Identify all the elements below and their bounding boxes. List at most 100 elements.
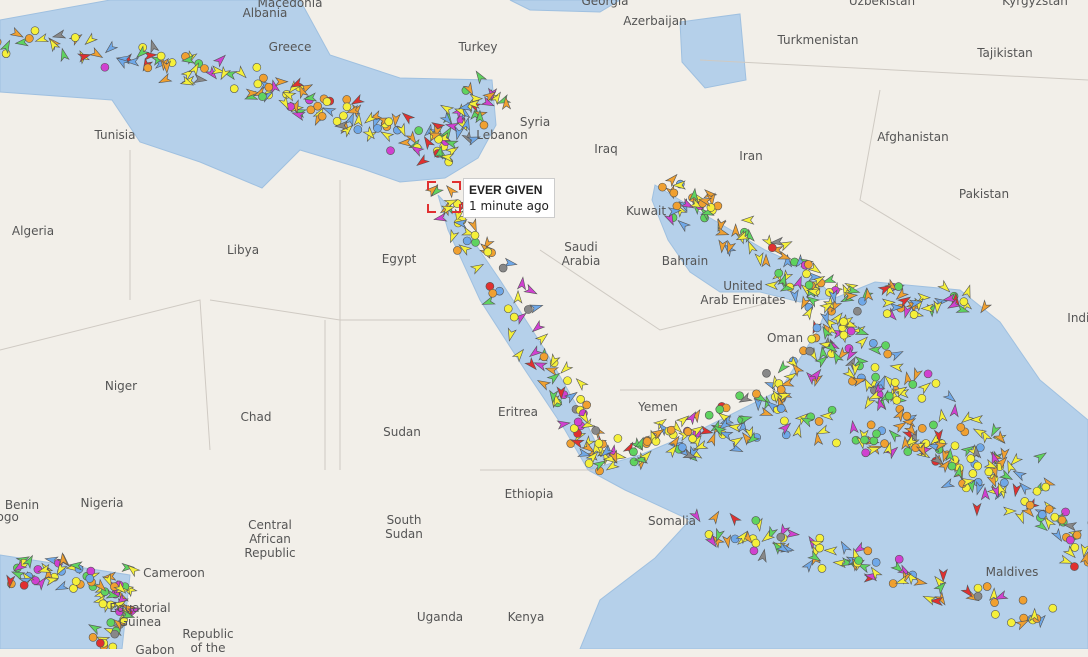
- ship-underway-icon[interactable]: [468, 219, 480, 233]
- ship-stationary-icon[interactable]: [752, 516, 760, 524]
- ship-stationary-icon[interactable]: [752, 539, 760, 547]
- ship-underway-icon[interactable]: [524, 285, 538, 298]
- ship-stationary-icon[interactable]: [20, 581, 28, 589]
- ship-underway-icon[interactable]: [514, 291, 522, 303]
- ship-stationary-icon[interactable]: [884, 350, 892, 358]
- ship-stationary-icon[interactable]: [510, 313, 518, 321]
- ship-stationary-icon[interactable]: [805, 281, 813, 289]
- ship-stationary-icon[interactable]: [89, 633, 97, 641]
- ship-stationary-icon[interactable]: [731, 535, 739, 543]
- vessel-tooltip[interactable]: EVER GIVEN 1 minute ago: [463, 178, 555, 218]
- ship-stationary-icon[interactable]: [1071, 543, 1079, 551]
- ship-stationary-icon[interactable]: [472, 238, 480, 246]
- ship-stationary-icon[interactable]: [574, 418, 582, 426]
- ship-stationary-icon[interactable]: [71, 34, 79, 42]
- ship-stationary-icon[interactable]: [862, 449, 870, 457]
- ship-stationary-icon[interactable]: [34, 565, 42, 573]
- ship-stationary-icon[interactable]: [583, 401, 591, 409]
- ship-stationary-icon[interactable]: [883, 310, 891, 318]
- ship-stationary-icon[interactable]: [1026, 501, 1034, 509]
- ship-stationary-icon[interactable]: [1058, 516, 1066, 524]
- ship-stationary-icon[interactable]: [595, 439, 603, 447]
- ship-stationary-icon[interactable]: [818, 564, 826, 572]
- ship-underway-icon[interactable]: [775, 361, 789, 375]
- ship-stationary-icon[interactable]: [840, 331, 848, 339]
- ship-stationary-icon[interactable]: [670, 189, 678, 197]
- ship-stationary-icon[interactable]: [895, 283, 903, 291]
- ship-stationary-icon[interactable]: [948, 462, 956, 470]
- ship-stationary-icon[interactable]: [1033, 487, 1041, 495]
- ship-stationary-icon[interactable]: [314, 102, 322, 110]
- ship-stationary-icon[interactable]: [885, 392, 893, 400]
- ship-stationary-icon[interactable]: [385, 118, 393, 126]
- ship-stationary-icon[interactable]: [585, 459, 593, 467]
- ship-stationary-icon[interactable]: [1000, 479, 1008, 487]
- ship-stationary-icon[interactable]: [2, 50, 10, 58]
- ship-stationary-icon[interactable]: [873, 430, 881, 438]
- ship-stationary-icon[interactable]: [991, 610, 999, 618]
- ship-stationary-icon[interactable]: [471, 231, 479, 239]
- ship-stationary-icon[interactable]: [99, 600, 107, 608]
- ship-stationary-icon[interactable]: [904, 448, 912, 456]
- ship-stationary-icon[interactable]: [524, 305, 532, 313]
- ship-stationary-icon[interactable]: [540, 353, 548, 361]
- ship-stationary-icon[interactable]: [768, 244, 776, 252]
- ship-stationary-icon[interactable]: [895, 555, 903, 563]
- ship-stationary-icon[interactable]: [983, 583, 991, 591]
- ship-stationary-icon[interactable]: [1042, 483, 1050, 491]
- ship-stationary-icon[interactable]: [974, 462, 982, 470]
- ship-stationary-icon[interactable]: [592, 427, 600, 435]
- ship-stationary-icon[interactable]: [323, 98, 331, 106]
- ship-stationary-icon[interactable]: [777, 386, 785, 394]
- selected-vessel-marker[interactable]: [427, 181, 461, 213]
- ship-stationary-icon[interactable]: [716, 405, 724, 413]
- ship-stationary-icon[interactable]: [489, 289, 497, 297]
- ship-stationary-icon[interactable]: [453, 246, 461, 254]
- ship-stationary-icon[interactable]: [969, 470, 977, 478]
- ship-stationary-icon[interactable]: [813, 324, 821, 332]
- ship-stationary-icon[interactable]: [816, 534, 824, 542]
- ship-stationary-icon[interactable]: [678, 443, 686, 451]
- ship-stationary-icon[interactable]: [339, 112, 347, 120]
- ship-stationary-icon[interactable]: [872, 558, 880, 566]
- ship-stationary-icon[interactable]: [109, 643, 117, 649]
- ship-stationary-icon[interactable]: [804, 260, 812, 268]
- ship-stationary-icon[interactable]: [111, 630, 119, 638]
- ship-stationary-icon[interactable]: [200, 65, 208, 73]
- ship-stationary-icon[interactable]: [903, 412, 911, 420]
- ship-stationary-icon[interactable]: [629, 448, 637, 456]
- ship-stationary-icon[interactable]: [750, 547, 758, 555]
- ship-stationary-icon[interactable]: [343, 103, 351, 111]
- ship-stationary-icon[interactable]: [374, 124, 382, 132]
- ship-stationary-icon[interactable]: [1066, 536, 1074, 544]
- ship-stationary-icon[interactable]: [705, 411, 713, 419]
- ship-stationary-icon[interactable]: [230, 85, 238, 93]
- ship-underway-icon[interactable]: [58, 553, 67, 566]
- ship-stationary-icon[interactable]: [929, 421, 937, 429]
- ship-stationary-icon[interactable]: [144, 64, 152, 72]
- ship-stationary-icon[interactable]: [867, 421, 875, 429]
- ship-stationary-icon[interactable]: [1045, 505, 1053, 513]
- ship-stationary-icon[interactable]: [815, 417, 823, 425]
- ship-stationary-icon[interactable]: [354, 126, 362, 134]
- ship-stationary-icon[interactable]: [258, 93, 266, 101]
- ship-stationary-icon[interactable]: [484, 248, 492, 256]
- ship-stationary-icon[interactable]: [777, 404, 785, 412]
- ship-stationary-icon[interactable]: [643, 437, 651, 445]
- ship-stationary-icon[interactable]: [736, 392, 744, 400]
- ship-stationary-icon[interactable]: [816, 544, 824, 552]
- ship-stationary-icon[interactable]: [86, 574, 94, 582]
- ship-underway-icon[interactable]: [742, 216, 754, 224]
- ship-stationary-icon[interactable]: [882, 341, 890, 349]
- ship-stationary-icon[interactable]: [658, 183, 666, 191]
- ship-stationary-icon[interactable]: [1007, 619, 1015, 627]
- ship-stationary-icon[interactable]: [25, 34, 33, 42]
- ship-stationary-icon[interactable]: [265, 83, 273, 91]
- ship-stationary-icon[interactable]: [847, 327, 855, 335]
- ship-stationary-icon[interactable]: [157, 52, 165, 60]
- ship-stationary-icon[interactable]: [780, 417, 788, 425]
- ship-stationary-icon[interactable]: [1051, 513, 1059, 521]
- ship-stationary-icon[interactable]: [101, 63, 109, 71]
- ship-stationary-icon[interactable]: [752, 390, 760, 398]
